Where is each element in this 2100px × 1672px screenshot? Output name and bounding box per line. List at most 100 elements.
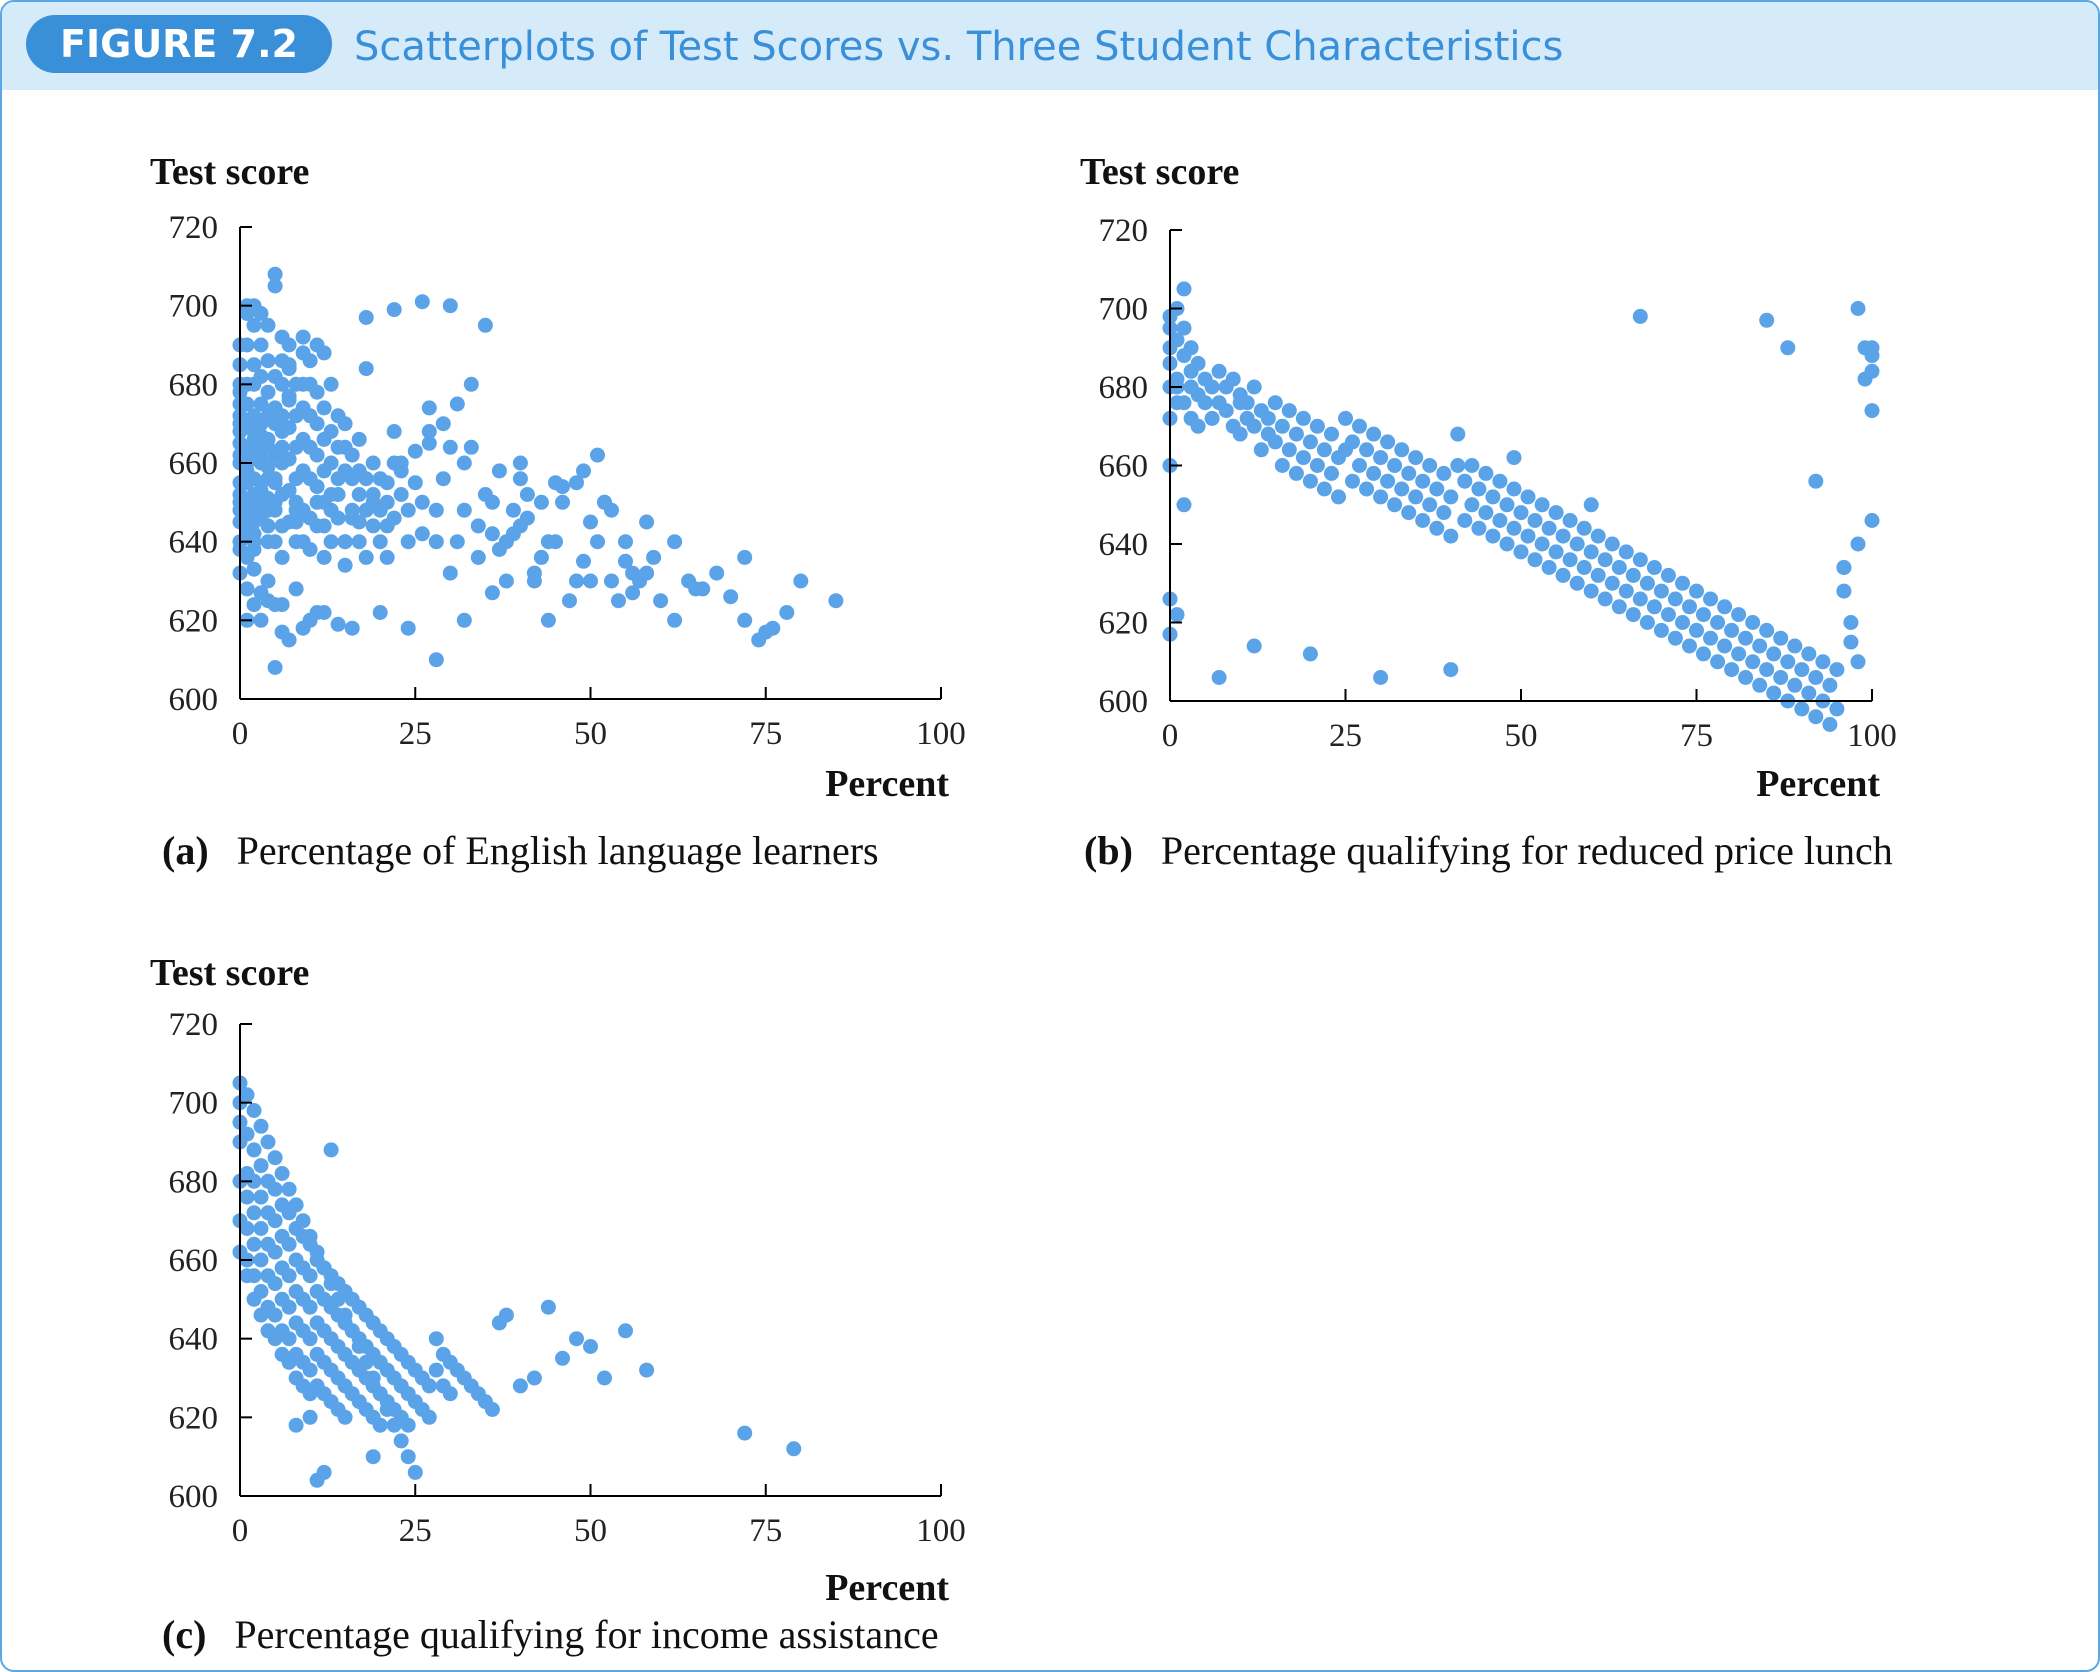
data-point <box>1443 528 1459 544</box>
data-point <box>1401 465 1417 481</box>
data-point <box>1625 607 1641 623</box>
data-point <box>1204 410 1220 426</box>
data-point <box>1717 599 1733 615</box>
data-point <box>590 534 605 550</box>
data-point <box>723 589 739 605</box>
data-point <box>337 1307 353 1323</box>
data-point <box>253 1284 269 1299</box>
panel-caption-text: Percentage qualifying for reduced price … <box>1161 828 1893 873</box>
x-tick-label: 50 <box>574 716 607 752</box>
data-point <box>1864 340 1880 356</box>
data-point <box>583 573 598 589</box>
data-point <box>1597 591 1613 607</box>
data-point <box>260 1134 276 1150</box>
data-point <box>267 597 283 613</box>
data-point <box>260 459 276 475</box>
data-point <box>1190 355 1206 371</box>
data-point <box>1394 481 1410 497</box>
data-point <box>1625 567 1641 583</box>
data-point <box>393 455 409 471</box>
data-point <box>590 447 605 463</box>
data-point <box>1366 465 1382 481</box>
data-point <box>1576 520 1592 536</box>
data-point <box>569 1331 584 1347</box>
y-tick-label: 600 <box>1099 684 1149 720</box>
x-tick-label: 25 <box>399 716 432 752</box>
data-point <box>456 502 472 518</box>
data-point <box>639 1362 655 1378</box>
data-point <box>1548 544 1564 560</box>
data-point <box>274 624 290 640</box>
data-point <box>555 479 570 495</box>
data-point <box>337 416 353 432</box>
data-point <box>421 400 437 416</box>
data-point <box>1464 497 1480 513</box>
data-point <box>1780 654 1796 670</box>
data-point <box>1787 677 1803 693</box>
data-point <box>1682 638 1697 654</box>
data-point <box>1429 481 1445 497</box>
data-point <box>372 1386 388 1402</box>
data-point <box>512 455 528 471</box>
y-tick-label: 640 <box>169 525 219 561</box>
data-point <box>246 1142 262 1158</box>
data-point <box>1555 567 1571 583</box>
y-tick-label: 680 <box>1099 370 1149 406</box>
data-point <box>281 1181 297 1197</box>
data-point <box>1513 544 1529 560</box>
data-point <box>1274 418 1290 434</box>
data-point <box>533 494 549 510</box>
data-point <box>1745 615 1761 630</box>
data-point <box>267 1150 283 1166</box>
data-point <box>323 1276 339 1292</box>
data-point <box>1829 662 1845 678</box>
data-point <box>1408 450 1424 466</box>
data-point <box>1359 481 1375 497</box>
y-tick-label: 600 <box>169 1479 219 1515</box>
data-point <box>1169 332 1185 348</box>
data-point <box>428 534 444 550</box>
data-point <box>1682 599 1697 615</box>
data-point <box>372 605 388 620</box>
data-point <box>758 624 774 640</box>
data-point <box>323 376 339 392</box>
data-point <box>1443 662 1459 678</box>
data-point <box>281 388 297 404</box>
data-point <box>365 1449 381 1465</box>
scatter-panel-2: 600 620 640 660 680 700 720 0 25 50 75 100 Test scor… <box>1080 151 1897 873</box>
data-point <box>253 1221 269 1236</box>
data-point <box>351 534 367 550</box>
data-point <box>1436 505 1452 521</box>
data-point <box>337 1409 353 1425</box>
data-point <box>597 1370 612 1386</box>
data-point <box>246 597 262 613</box>
data-point <box>1211 363 1227 379</box>
data-point <box>1541 520 1557 536</box>
data-point <box>316 518 332 534</box>
data-point <box>400 1449 416 1465</box>
data-point <box>428 502 444 518</box>
data-point <box>1689 583 1704 599</box>
data-point <box>709 565 725 581</box>
data-point <box>1499 497 1515 513</box>
data-point <box>1225 371 1241 387</box>
data-point <box>1246 638 1262 654</box>
x-tick-label: 0 <box>232 1513 249 1549</box>
scatter-panel-3: 600 620 640 660 680 700 720 0 25 50 75 100 Test scor… <box>150 952 966 1657</box>
data-point <box>1569 536 1585 552</box>
data-point <box>667 534 683 550</box>
data-point <box>239 1189 255 1205</box>
data-point <box>344 447 360 463</box>
data-point <box>274 376 290 392</box>
data-point <box>281 1236 297 1252</box>
data-point <box>246 561 262 577</box>
data-point <box>1653 583 1669 599</box>
data-point <box>737 612 753 628</box>
data-point <box>1787 638 1803 654</box>
panel-letter: (a) <box>162 828 209 873</box>
data-point <box>267 534 283 550</box>
data-point <box>484 585 500 601</box>
data-point <box>1309 418 1325 434</box>
data-point <box>1478 505 1494 521</box>
data-point <box>421 1378 437 1394</box>
